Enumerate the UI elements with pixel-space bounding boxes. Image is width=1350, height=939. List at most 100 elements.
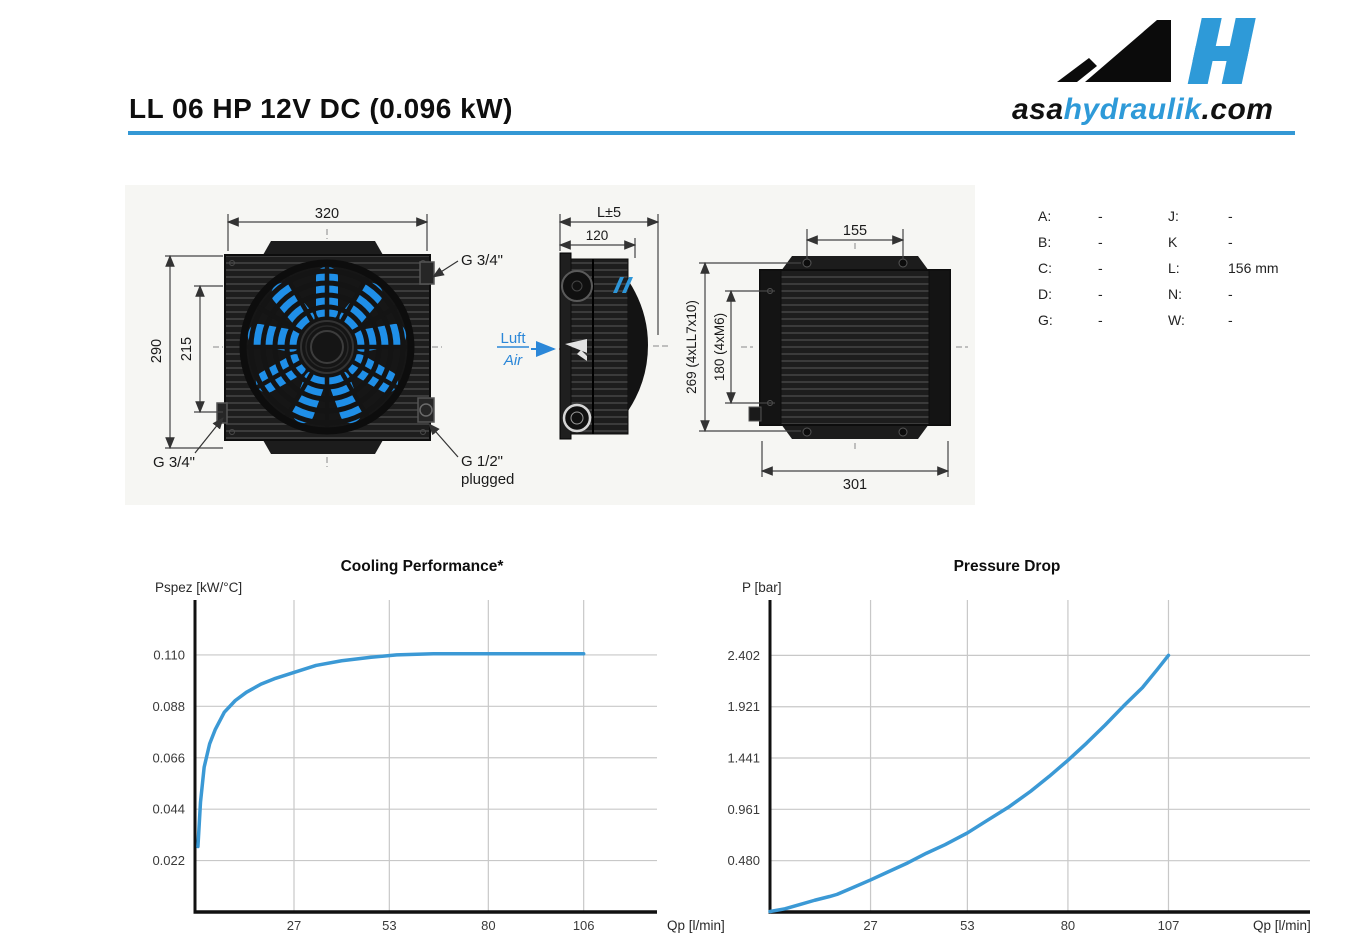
label-air: Air xyxy=(503,352,523,369)
spec-key: C: xyxy=(1038,260,1052,276)
side-port-top-center xyxy=(571,280,583,292)
dim-front-height-inner: 215 xyxy=(179,337,195,361)
y-tick-label: 0.480 xyxy=(727,853,760,868)
fan-icon xyxy=(239,259,415,435)
x-tick-label: 53 xyxy=(382,918,396,933)
back-left-tank xyxy=(759,269,782,426)
label-luft: Luft xyxy=(500,330,526,347)
screw xyxy=(420,429,426,435)
chart-title: Pressure Drop xyxy=(954,558,1061,575)
spec-value: - xyxy=(1228,312,1233,328)
spec-key: L: xyxy=(1168,260,1180,276)
front-bottom-bracket xyxy=(263,440,383,454)
x-tick-label: 27 xyxy=(287,918,301,933)
x-tick-label: 80 xyxy=(1061,918,1075,933)
spec-value: - xyxy=(1098,234,1103,250)
dim-back-inner: 180 (4xM6) xyxy=(712,313,727,381)
spec-value: - xyxy=(1098,260,1103,276)
dim-side-length: L±5 xyxy=(597,205,621,221)
y-tick-label: 0.044 xyxy=(152,802,185,817)
label-port-bottom-right-2: plugged xyxy=(461,471,514,488)
x-tick-label: 107 xyxy=(1158,918,1180,933)
leader-g34-bottom xyxy=(194,417,224,454)
y-axis-label: Pspez [kW/°C] xyxy=(155,580,242,595)
spec-row: B: - K - xyxy=(1038,229,1318,255)
dim-269-lines xyxy=(699,261,801,433)
y-tick-label: 0.110 xyxy=(153,647,185,662)
leader-g34-top xyxy=(431,260,459,278)
spec-key: K xyxy=(1168,234,1178,250)
front-view: 320 290 215 G 3/4" G 3/4" G 1/2" plugged xyxy=(149,206,566,488)
y-tick-label: 2.402 xyxy=(727,648,760,663)
dim-front-height-outer: 290 xyxy=(149,339,165,363)
page-title: LL 06 HP 12V DC (0.096 kW) xyxy=(129,93,513,124)
side-port-bottom xyxy=(562,403,592,433)
back-right-tank xyxy=(928,269,951,426)
back-view: 155 301 269 (4xLL7x10) 180 (4xM6) xyxy=(684,223,968,493)
spec-key: J: xyxy=(1168,208,1179,224)
spec-row: C: - L: 156 mm xyxy=(1038,255,1318,281)
dim-301-lines xyxy=(760,441,950,477)
data-line xyxy=(768,653,1171,914)
spec-value: - xyxy=(1098,312,1103,328)
spec-row: G: - W: - xyxy=(1038,307,1318,333)
dim-180-lines xyxy=(725,289,775,405)
back-body xyxy=(759,269,951,426)
bolt-hole xyxy=(802,427,812,437)
asa-hydraulik-logo-icon xyxy=(1057,18,1256,84)
bolt-hole xyxy=(802,258,812,268)
dimension-spec-table: A: - J: - B: - K - C: - L: 156 mm D: - N: - G: - … xyxy=(1038,203,1318,333)
dim-front-width: 320 xyxy=(315,206,339,222)
spec-value: - xyxy=(1228,208,1233,224)
fan-grille xyxy=(239,259,415,435)
dim-120-lines xyxy=(558,238,637,258)
dim-side-core-depth: 120 xyxy=(586,228,609,243)
spec-key: N: xyxy=(1168,286,1182,302)
dim-290-lines xyxy=(165,254,223,450)
header-rule xyxy=(128,131,1295,135)
bolt-hole xyxy=(898,427,908,437)
y-tick-label: 0.961 xyxy=(727,802,760,817)
side-fan-shroud xyxy=(628,280,648,411)
x-tick-label: 106 xyxy=(573,918,595,933)
logo-com: .com xyxy=(1201,93,1274,126)
drawing-svg: 320 290 215 G 3/4" G 3/4" G 1/2" plugged xyxy=(149,205,968,493)
screw xyxy=(229,260,235,266)
fan-hub xyxy=(300,320,354,374)
spec-key: D: xyxy=(1038,286,1052,302)
port-bottom-right xyxy=(417,397,435,423)
front-top-bracket xyxy=(263,241,383,255)
side-port-bottom-center xyxy=(570,411,584,425)
y-tick-label: 1.921 xyxy=(727,699,760,714)
spec-row: D: - N: - xyxy=(1038,281,1318,307)
logo-asa: asa xyxy=(1012,93,1064,126)
data-line xyxy=(196,652,586,849)
back-bottom-bracket xyxy=(781,424,929,439)
y-tick-label: 0.066 xyxy=(152,750,185,765)
logo-a-sliver xyxy=(1057,58,1097,82)
asa-mark-blue-icon xyxy=(613,277,633,293)
pressure-drop-chart: 27 53 80 107 0.480 0.961 1.441 1.921 2.402 Pressu… xyxy=(727,558,1310,933)
bolt-hole xyxy=(898,258,908,268)
y-tick-label: 1.441 xyxy=(727,751,760,766)
spec-value: - xyxy=(1228,234,1233,250)
spec-value: - xyxy=(1098,286,1103,302)
asa-hydraulik-logo-text: asahydraulik.com xyxy=(1012,93,1273,127)
leader-g12 xyxy=(428,423,459,458)
screw xyxy=(229,429,235,435)
dim-320-lines xyxy=(226,214,429,251)
logo-a-main xyxy=(1085,20,1171,82)
cooling-performance-chart: 27 53 80 106 0.022 0.044 0.066 0.088 0.110 Coolin… xyxy=(152,558,724,933)
spec-key: G: xyxy=(1038,312,1053,328)
centerlines xyxy=(213,229,442,467)
dim-back-bottom: 301 xyxy=(843,477,867,493)
label-port-top-right: G 3/4" xyxy=(461,252,503,269)
logo-h xyxy=(1187,18,1256,84)
side-port-top xyxy=(561,270,593,302)
back-port xyxy=(748,406,762,422)
asa-mark-white-icon xyxy=(565,339,587,361)
dim-back-outer: 269 (4xLL7x10) xyxy=(684,300,699,394)
y-axis-label: P [bar] xyxy=(742,580,782,595)
x-tick-label: 27 xyxy=(863,918,877,933)
